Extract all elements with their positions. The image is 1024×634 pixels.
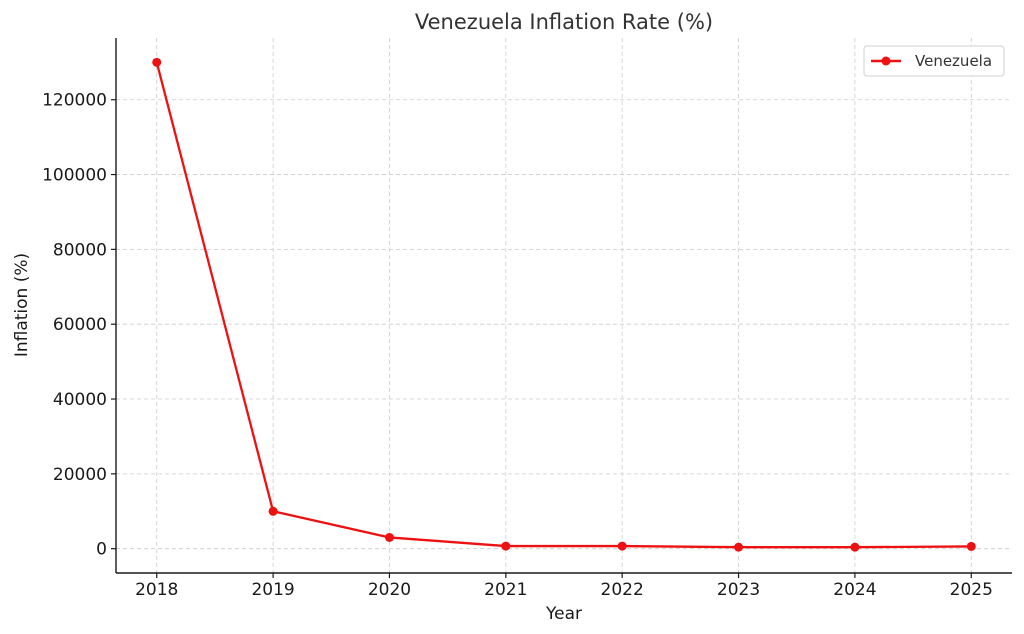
y-tick-label: 100000 <box>42 166 107 186</box>
x-tick-label: 2019 <box>251 580 294 600</box>
x-axis-label: Year <box>545 604 582 624</box>
series-line-venezuela <box>155 62 972 549</box>
y-tick-label: 60000 <box>53 315 107 335</box>
y-tick-label: 20000 <box>53 465 107 485</box>
legend: Venezuela <box>863 45 1005 77</box>
legend-marker-swatch <box>881 56 891 66</box>
x-tick-label: 2021 <box>484 580 527 600</box>
x-tick-label: 2018 <box>135 580 178 600</box>
y-axis-ticks: 0 20000 40000 60000 80000 100000 120000 <box>42 91 116 560</box>
data-point <box>617 541 627 551</box>
series-layer <box>152 57 976 552</box>
x-tick-label: 2022 <box>601 580 644 600</box>
data-point <box>384 532 394 542</box>
chart-title: Venezuela Inflation Rate (%) <box>415 10 713 34</box>
y-tick-label: 0 <box>96 540 107 560</box>
x-tick-label: 2024 <box>833 580 876 600</box>
x-axis-ticks: 2018 2019 2020 2021 2022 2023 2024 2025 <box>135 573 993 600</box>
data-point <box>501 541 511 551</box>
legend-box <box>863 45 1005 77</box>
x-tick-label: 2025 <box>950 580 993 600</box>
legend-label: Venezuela <box>915 52 992 70</box>
data-point <box>734 542 744 552</box>
y-tick-label: 120000 <box>42 91 107 111</box>
y-axis-label: Inflation (%) <box>12 253 32 357</box>
y-tick-label: 80000 <box>53 240 107 260</box>
data-point <box>966 541 976 551</box>
x-tick-label: 2023 <box>717 580 760 600</box>
x-tick-label: 2020 <box>368 580 411 600</box>
y-tick-label: 40000 <box>53 390 107 410</box>
data-point <box>268 506 278 516</box>
y-gridlines <box>116 99 1012 550</box>
data-point <box>850 542 860 552</box>
data-point <box>152 57 162 67</box>
x-gridlines <box>156 38 972 573</box>
